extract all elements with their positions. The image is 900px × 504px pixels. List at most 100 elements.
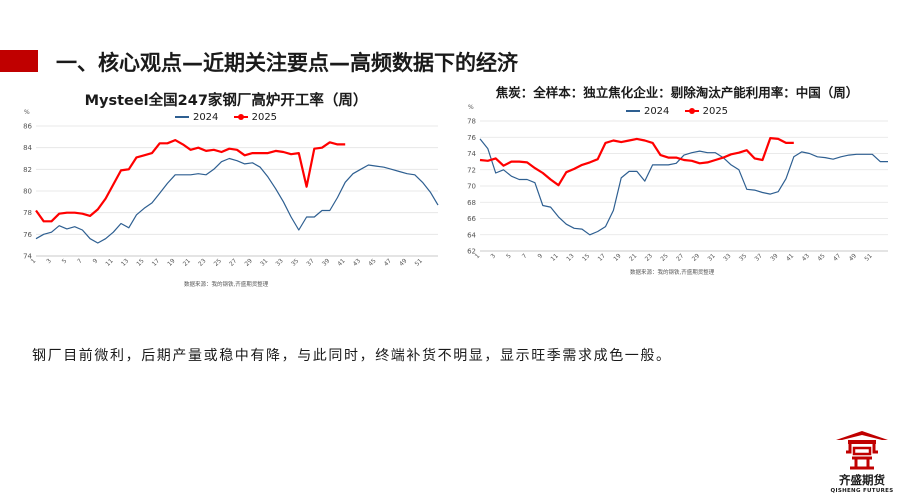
x-tick-label: 39 bbox=[769, 252, 779, 262]
legend-swatch-2024 bbox=[625, 110, 640, 112]
chart-source-note: 数据来源：我的钢铁,齐盛期货整理 bbox=[184, 282, 269, 288]
x-tick-label: 19 bbox=[612, 252, 622, 262]
x-tick-label: 51 bbox=[414, 257, 424, 267]
chart-source-note: 数据来源：我的钢铁,齐盛期货整理 bbox=[630, 270, 715, 276]
coke-utilization-chart: 焦炭：全样本：独立焦化企业：剔除淘汰产能利用率：中国（周） 2024 2025 … bbox=[458, 85, 896, 296]
y-tick-label: 78 bbox=[23, 209, 32, 217]
x-tick-label: 49 bbox=[848, 252, 858, 262]
legend-label: 2024 bbox=[192, 111, 219, 123]
x-tick-label: 35 bbox=[290, 257, 300, 267]
x-tick-label: 7 bbox=[521, 252, 529, 260]
title-accent-bar bbox=[0, 50, 38, 72]
y-tick-label: 86 bbox=[23, 123, 32, 131]
x-tick-label: 29 bbox=[244, 257, 254, 267]
x-tick-label: 37 bbox=[754, 252, 764, 262]
legend-label: 2025 bbox=[702, 105, 729, 117]
y-tick-label: 78 bbox=[467, 118, 476, 126]
legend-item-2024: 2024 bbox=[625, 105, 670, 117]
x-tick-label: 47 bbox=[832, 252, 842, 262]
x-tick-label: 23 bbox=[644, 252, 654, 262]
chart-legend: 2024 2025 bbox=[6, 110, 446, 123]
series-line-2024 bbox=[479, 138, 888, 236]
legend-swatch-2025 bbox=[684, 108, 699, 114]
y-tick-label: 76 bbox=[23, 231, 32, 239]
x-tick-label: 31 bbox=[706, 252, 716, 262]
y-tick-label: 62 bbox=[467, 248, 476, 256]
x-tick-label: 43 bbox=[352, 257, 362, 267]
x-tick-label: 11 bbox=[550, 252, 560, 262]
company-logo: 齐盛期货 QISHENG FUTURES bbox=[826, 428, 898, 498]
x-tick-label: 15 bbox=[135, 257, 145, 267]
x-tick-label: 51 bbox=[863, 252, 873, 262]
x-tick-label: 33 bbox=[722, 252, 732, 262]
x-tick-label: 17 bbox=[151, 257, 161, 267]
x-tick-label: 43 bbox=[801, 252, 811, 262]
series-line-2024 bbox=[35, 157, 439, 244]
x-tick-label: 3 bbox=[489, 252, 497, 260]
x-tick-label: 31 bbox=[259, 257, 269, 267]
legend-swatch-2025 bbox=[233, 114, 248, 120]
x-tick-label: 33 bbox=[274, 257, 284, 267]
y-tick-label: 64 bbox=[467, 231, 476, 239]
legend-item-2025: 2025 bbox=[233, 111, 278, 123]
y-unit-label: % bbox=[24, 109, 30, 116]
x-tick-label: 41 bbox=[336, 257, 346, 267]
y-unit-label: % bbox=[468, 104, 474, 111]
y-tick-label: 80 bbox=[23, 188, 32, 196]
x-tick-label: 19 bbox=[166, 257, 176, 267]
x-tick-label: 45 bbox=[816, 252, 826, 262]
x-tick-label: 27 bbox=[228, 257, 238, 267]
chart-legend: 2024 2025 bbox=[458, 104, 896, 117]
x-tick-label: 21 bbox=[628, 252, 638, 262]
x-tick-label: 25 bbox=[213, 257, 223, 267]
series-line-2025 bbox=[35, 138, 346, 223]
x-tick-label: 49 bbox=[398, 257, 408, 267]
x-tick-label: 39 bbox=[321, 257, 331, 267]
y-tick-label: 68 bbox=[467, 199, 476, 207]
qisheng-pavilion-logo-icon bbox=[836, 431, 888, 470]
legend-item-2025: 2025 bbox=[684, 105, 729, 117]
x-tick-label: 3 bbox=[45, 257, 53, 265]
series-line-2025 bbox=[479, 136, 794, 187]
x-tick-label: 7 bbox=[76, 257, 84, 265]
company-name: 齐盛期货 bbox=[839, 473, 885, 487]
x-tick-label: 35 bbox=[738, 252, 748, 262]
x-tick-label: 13 bbox=[565, 252, 575, 262]
legend-label: 2024 bbox=[643, 105, 670, 117]
y-tick-label: 72 bbox=[467, 166, 476, 174]
x-tick-label: 9 bbox=[92, 257, 100, 265]
x-tick-label: 9 bbox=[537, 252, 545, 260]
x-tick-label: 47 bbox=[383, 257, 393, 267]
company-name-english: QISHENG FUTURES bbox=[830, 488, 894, 494]
x-tick-label: 21 bbox=[182, 257, 192, 267]
x-tick-label: 15 bbox=[581, 252, 591, 262]
legend-label: 2025 bbox=[251, 111, 278, 123]
legend-item-2024: 2024 bbox=[174, 111, 219, 123]
y-tick-label: 66 bbox=[467, 215, 476, 223]
y-tick-label: 70 bbox=[467, 183, 476, 191]
x-tick-label: 27 bbox=[675, 252, 685, 262]
summary-text: 钢厂目前微利，后期产量或稳中有降，与此同时，终端补货不明显，显示旺季需求成色一般… bbox=[32, 348, 672, 364]
x-tick-label: 29 bbox=[691, 252, 701, 262]
y-tick-label: 76 bbox=[467, 134, 476, 142]
blast-furnace-chart: Mysteel全国247家钢厂高炉开工率（周） 2024 2025 74 76 78… bbox=[6, 86, 446, 296]
x-tick-label: 23 bbox=[197, 257, 207, 267]
x-tick-label: 25 bbox=[659, 252, 669, 262]
chart-title: 焦炭：全样本：独立焦化企业：剔除淘汰产能利用率：中国（周） bbox=[495, 85, 859, 100]
x-tick-label: 5 bbox=[61, 257, 69, 265]
x-tick-label: 37 bbox=[305, 257, 315, 267]
y-tick-label: 82 bbox=[23, 166, 32, 174]
x-tick-label: 41 bbox=[785, 252, 795, 262]
x-tick-label: 17 bbox=[597, 252, 607, 262]
y-tick-label: 84 bbox=[23, 144, 32, 152]
slide-title: 一、核心观点—近期关注要点—高频数据下的经济 bbox=[56, 51, 518, 75]
x-tick-label: 5 bbox=[505, 252, 513, 260]
x-tick-label: 13 bbox=[120, 257, 130, 267]
y-tick-label: 74 bbox=[467, 150, 476, 158]
legend-swatch-2024 bbox=[174, 116, 189, 118]
x-tick-label: 1 bbox=[474, 252, 482, 260]
x-tick-label: 1 bbox=[30, 257, 38, 265]
x-tick-label: 45 bbox=[367, 257, 377, 267]
